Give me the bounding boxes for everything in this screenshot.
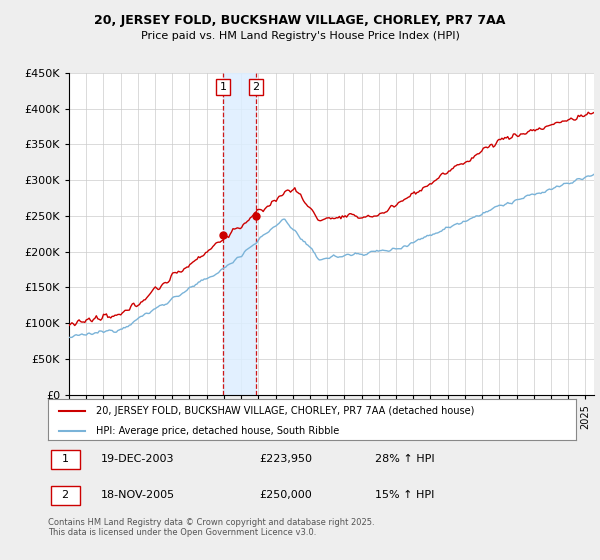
Bar (50, 486, 80, 505)
Text: 1: 1 (220, 82, 227, 92)
Text: Contains HM Land Registry data © Crown copyright and database right 2025.
This d: Contains HM Land Registry data © Crown c… (48, 518, 374, 538)
Bar (223, 73, 256, 395)
Text: £223,950: £223,950 (259, 454, 312, 464)
Text: 18-NOV-2005: 18-NOV-2005 (101, 491, 175, 501)
Text: 20, JERSEY FOLD, BUCKSHAW VILLAGE, CHORLEY, PR7 7AA: 20, JERSEY FOLD, BUCKSHAW VILLAGE, CHORL… (94, 14, 506, 27)
Text: 15% ↑ HPI: 15% ↑ HPI (376, 491, 435, 501)
Text: Price paid vs. HM Land Registry's House Price Index (HPI): Price paid vs. HM Land Registry's House … (140, 31, 460, 41)
Text: HPI: Average price, detached house, South Ribble: HPI: Average price, detached house, Sout… (95, 426, 339, 436)
Bar (50, 450, 80, 469)
Text: 19-DEC-2003: 19-DEC-2003 (101, 454, 175, 464)
Text: 2: 2 (253, 82, 260, 92)
Text: £250,000: £250,000 (259, 491, 312, 501)
Text: 2: 2 (62, 491, 69, 501)
Text: 28% ↑ HPI: 28% ↑ HPI (376, 454, 435, 464)
Text: 20, JERSEY FOLD, BUCKSHAW VILLAGE, CHORLEY, PR7 7AA (detached house): 20, JERSEY FOLD, BUCKSHAW VILLAGE, CHORL… (95, 405, 474, 416)
Text: 1: 1 (62, 454, 68, 464)
